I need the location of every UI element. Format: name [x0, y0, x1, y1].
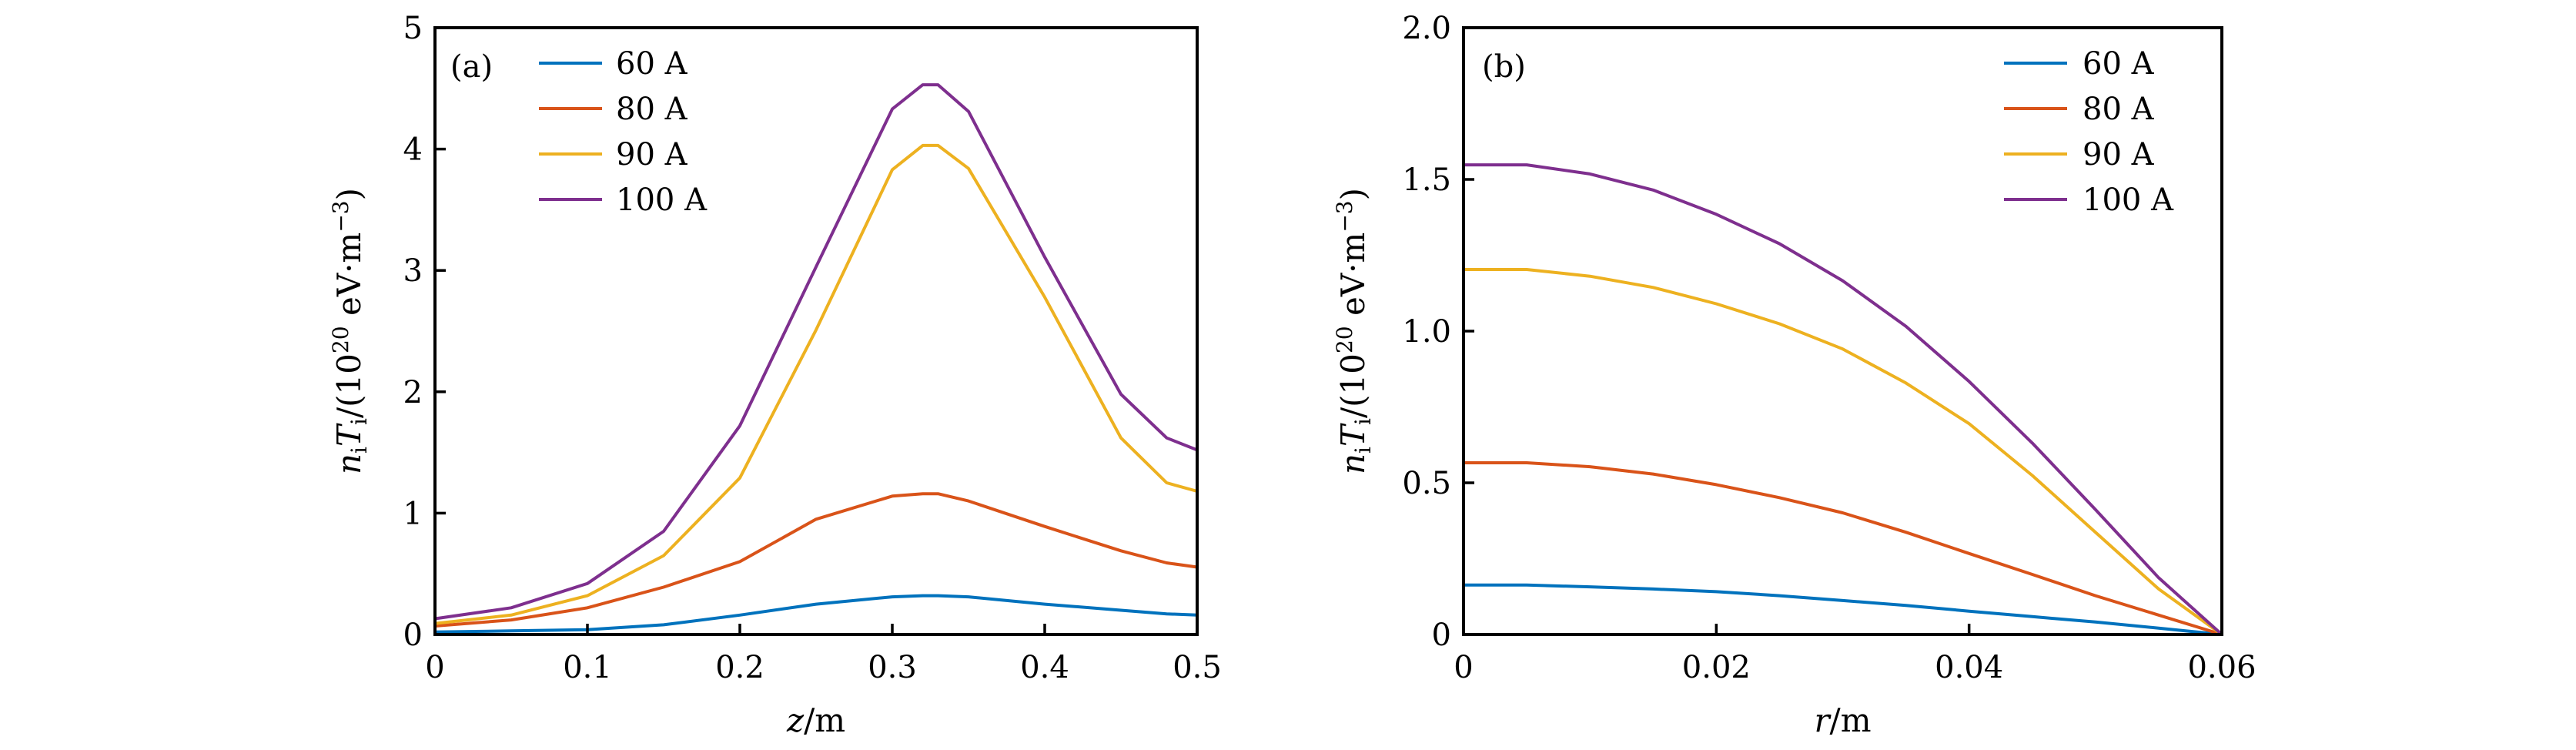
series-line-60a — [434, 594, 1198, 634]
y-label-T: T — [1334, 423, 1372, 447]
panel-a: 0 0.1 0.2 0.3 0.4 0.5 0 1 2 3 4 5 (a) 60 A 80 A 90 A 1… — [328, 11, 1222, 739]
x-tick-label: 0 — [1454, 650, 1473, 685]
x-tick-label: 0.02 — [1682, 650, 1751, 685]
y-label-rest: /(10 — [330, 353, 368, 418]
x-tick-label: 0.5 — [1173, 650, 1222, 685]
y-tick-label: 1 — [403, 496, 423, 531]
y-label-sub-i2: i — [1350, 418, 1376, 425]
y-label-rest: /(10 — [1334, 353, 1372, 418]
legend-label: 100 A — [616, 182, 708, 218]
series-layer-b — [1464, 163, 2223, 636]
x-axis-label-b: r/m — [1814, 701, 1871, 739]
legend-label: 90 A — [2083, 137, 2155, 172]
legend-label: 80 A — [616, 92, 688, 127]
y-label-unit: eV·m — [1334, 233, 1372, 326]
legend-label: 60 A — [616, 46, 688, 82]
y-label-sub-i: i — [346, 447, 372, 454]
y-axis-label-b: niTi/(1020 eV·m−3) — [1332, 188, 1376, 474]
y-label-close: ) — [1334, 188, 1372, 200]
y-label-T: T — [330, 423, 368, 447]
legend-label: 60 A — [2083, 46, 2155, 82]
x-axis-unit: /m — [1830, 701, 1872, 739]
ticks-b: 0 0.02 0.04 0.06 0 0.5 1.0 1.5 2.0 — [1402, 11, 2256, 685]
y-label-unit: eV·m — [330, 233, 368, 326]
y-tick-label: 1.5 — [1402, 162, 1451, 198]
series-line-80a — [434, 492, 1198, 628]
series-line-90a — [1464, 268, 2223, 636]
y-tick-label: 3 — [403, 253, 423, 289]
legend-b: 60 A 80 A 90 A 100 A — [2004, 46, 2174, 218]
x-tick-label: 0.06 — [2187, 650, 2256, 685]
series-line-80a — [1464, 461, 2223, 636]
series-line-60a — [1464, 583, 2223, 636]
x-axis-label-a: z/m — [786, 701, 845, 739]
y-label-exp: 20 — [1332, 326, 1357, 353]
y-label-unit-exp: −3 — [328, 200, 353, 232]
y-tick-label: 1.0 — [1402, 314, 1451, 350]
plot-frame-a — [433, 26, 1199, 636]
y-label-sub-i2: i — [346, 418, 372, 425]
x-tick-label: 0.4 — [1020, 650, 1069, 685]
panel-label-b: (b) — [1482, 49, 1526, 85]
y-label-close: ) — [330, 188, 368, 200]
legend-label: 100 A — [2083, 182, 2174, 218]
y-tick-label: 0.5 — [1402, 466, 1451, 501]
y-label-exp: 20 — [328, 326, 353, 353]
x-tick-label: 0.04 — [1935, 650, 2003, 685]
y-tick-label: 4 — [403, 132, 423, 168]
y-tick-label: 0 — [403, 618, 423, 653]
y-label-n: n — [1334, 454, 1372, 474]
series-line-100a — [434, 83, 1198, 621]
y-axis-label-a: niTi/(1020 eV·m−3) — [328, 188, 372, 474]
x-axis-var: z — [786, 701, 805, 739]
x-tick-label: 0.3 — [868, 650, 917, 685]
series-line-100a — [1464, 163, 2223, 636]
y-tick-label: 0 — [1432, 618, 1451, 653]
x-tick-label: 0 — [425, 650, 444, 685]
y-tick-label: 5 — [403, 11, 423, 46]
legend-label: 80 A — [2083, 92, 2155, 127]
legend-label: 90 A — [616, 137, 688, 172]
y-label-sub-i: i — [1350, 447, 1376, 454]
x-tick-label: 0.1 — [563, 650, 612, 685]
y-label-unit-exp: −3 — [1332, 200, 1357, 232]
y-tick-label: 2.0 — [1402, 11, 1451, 46]
series-layer-a — [434, 83, 1198, 634]
x-axis-unit: /m — [804, 701, 845, 739]
ticks-a: 0 0.1 0.2 0.3 0.4 0.5 0 1 2 3 4 5 — [403, 11, 1222, 685]
x-axis-var: r — [1814, 701, 1832, 739]
y-tick-label: 2 — [403, 375, 423, 410]
panel-b: 0 0.02 0.04 0.06 0 0.5 1.0 1.5 2.0 (b) 60 A 80 A 9… — [1332, 11, 2257, 739]
legend-a: 60 A 80 A 90 A 100 A — [539, 46, 708, 218]
y-label-n: n — [330, 454, 368, 474]
series-line-90a — [434, 143, 1198, 625]
panel-label-a: (a) — [450, 49, 493, 85]
x-tick-label: 0.2 — [715, 650, 764, 685]
